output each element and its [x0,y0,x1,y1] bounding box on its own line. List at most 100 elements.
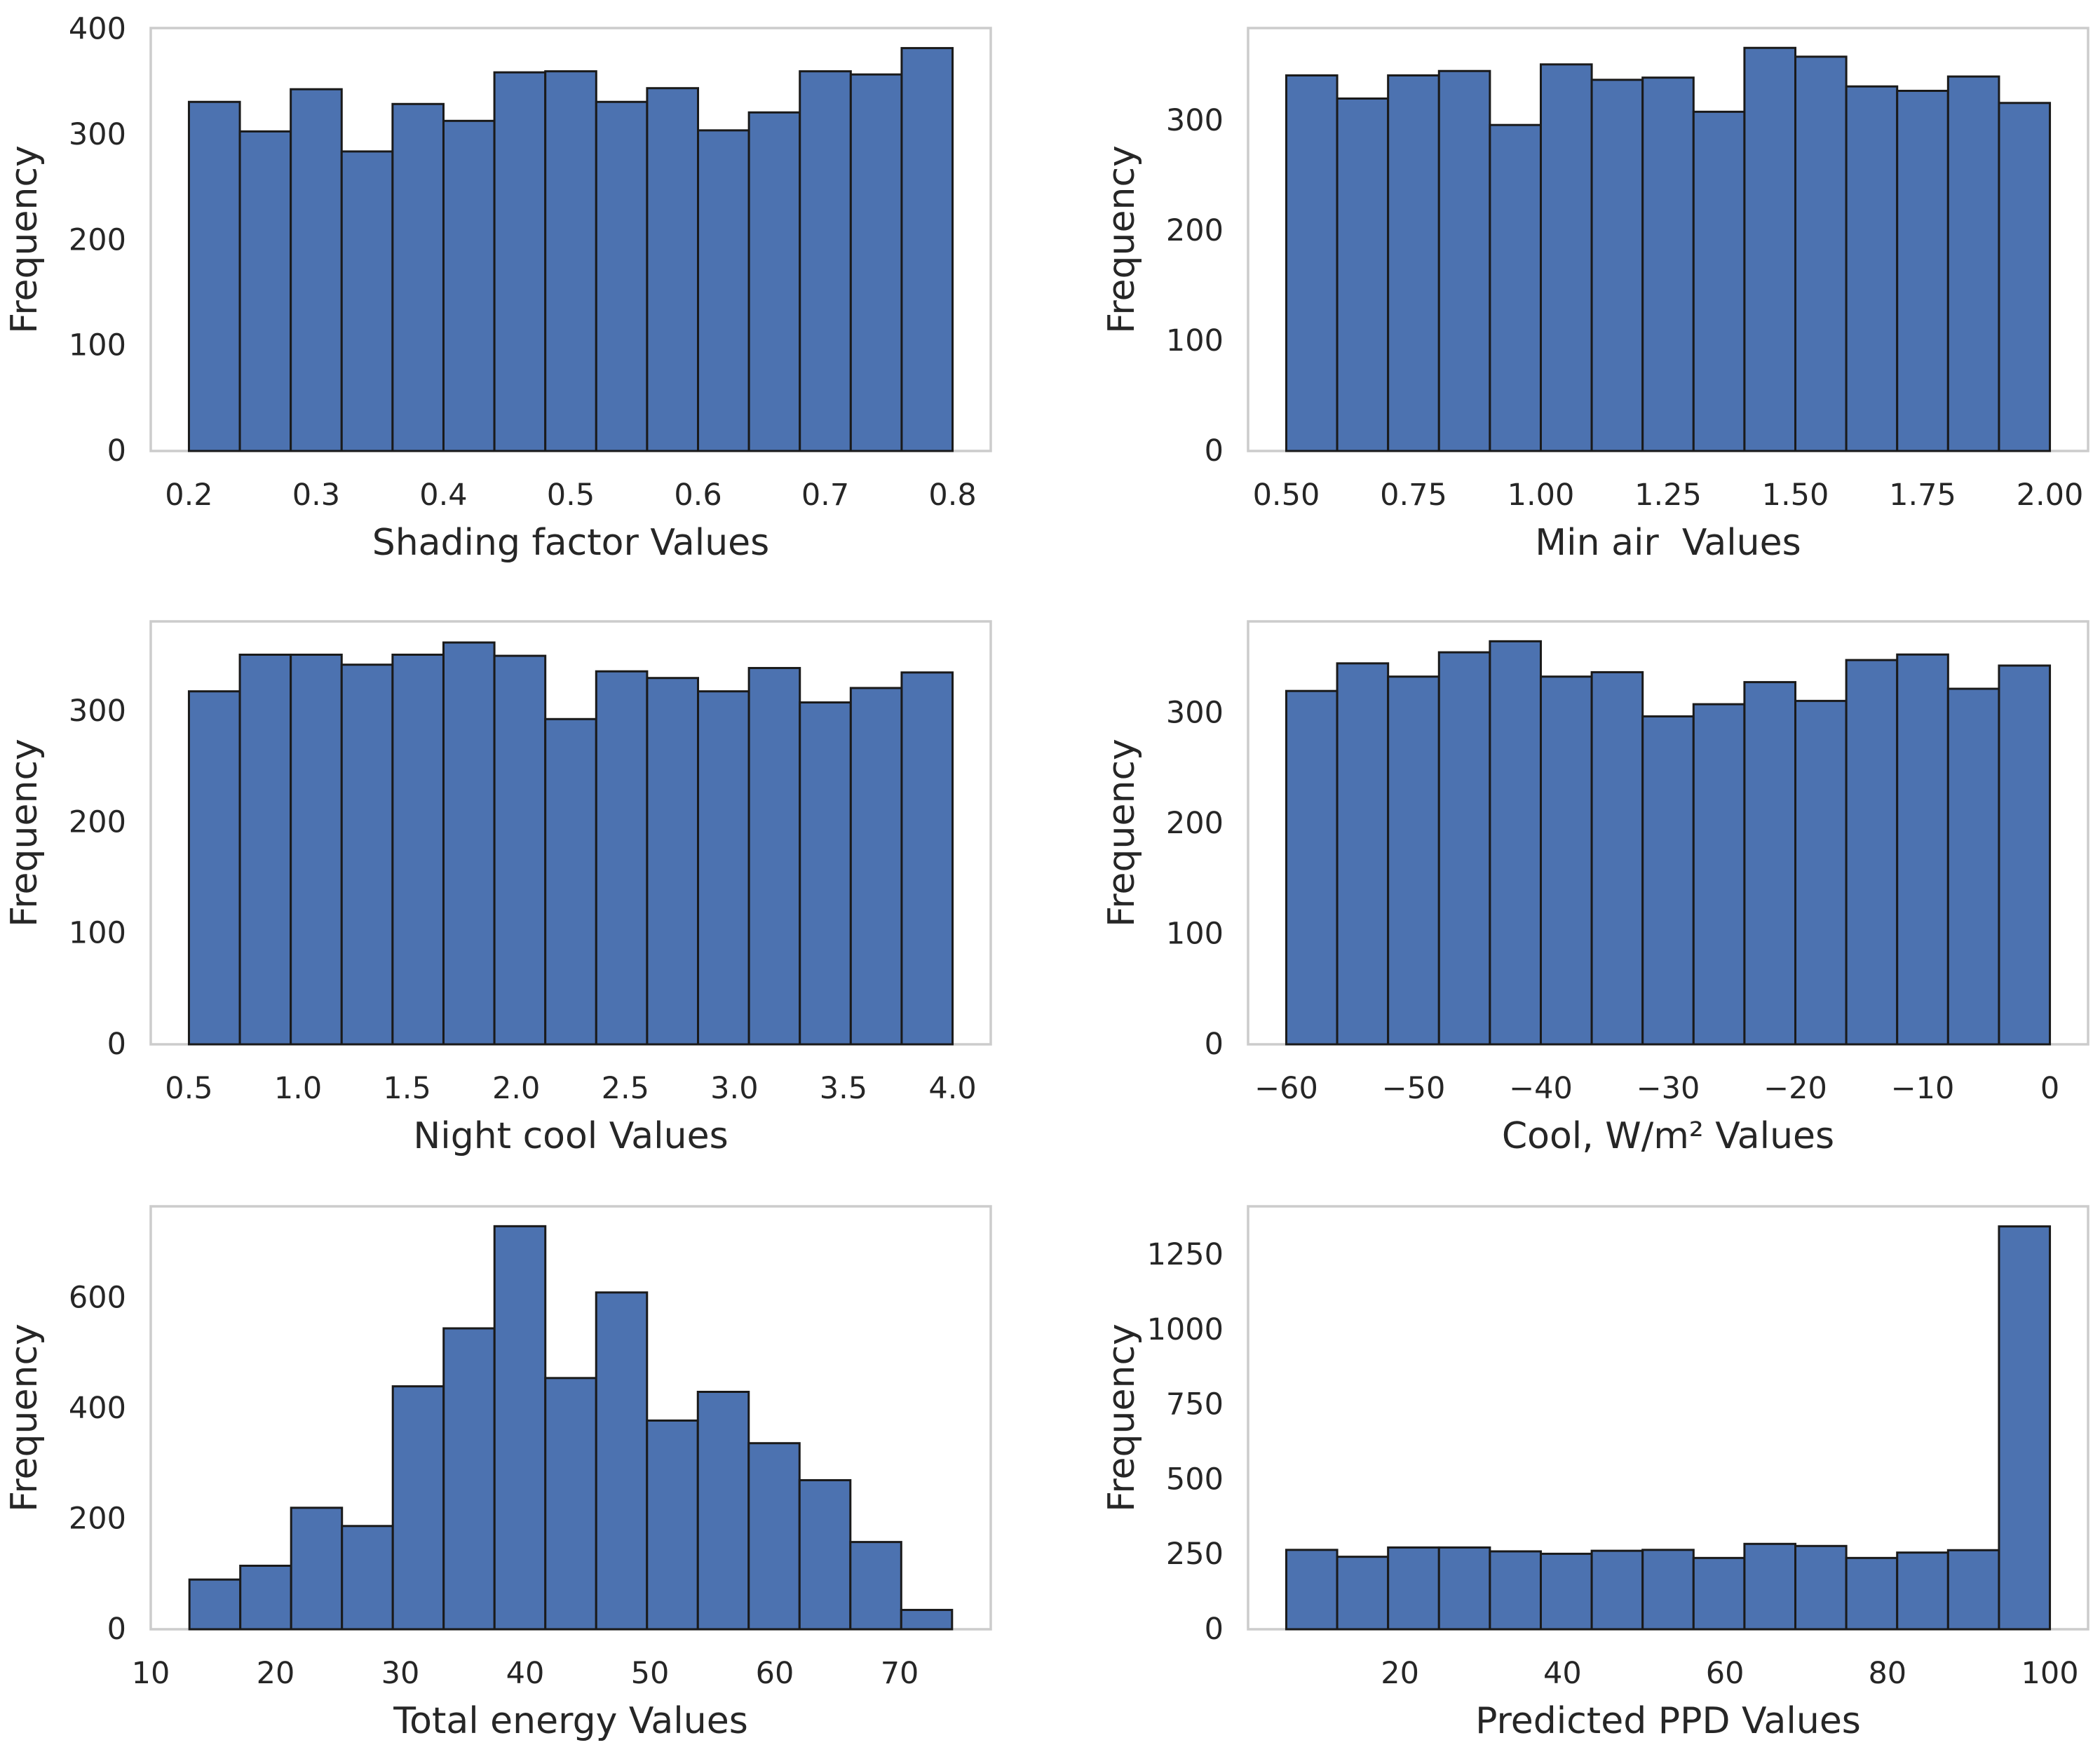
y-tick-label: 100 [69,328,126,363]
histogram-bar [1387,1546,1440,1631]
histogram-bar [849,73,903,452]
x-axis-label: Shading factor Values [372,522,770,564]
histogram-bar [238,653,292,1046]
x-tick-label: 3.0 [710,1071,758,1106]
y-tick-label: 1250 [1147,1237,1224,1272]
x-tick-label: 1.75 [1889,478,1956,513]
histogram-bar [391,102,445,452]
histogram-bar [595,1291,649,1631]
x-tick-label: 1.00 [1508,478,1575,513]
histogram-night-cool: 0 100 200 300 0.5 1.0 1.5 2.0 2.5 3.0 3.5 4.0 Night … [0,593,1050,1178]
x-tick-label: −20 [1763,1071,1827,1106]
y-axis-label: Frequency [1101,1323,1143,1512]
histogram-bar [1946,687,2000,1046]
x-tick-label: −50 [1382,1071,1446,1106]
histogram-bar [1590,670,1644,1046]
histogram-bar [1896,1551,1949,1631]
y-tick-label: 0 [1205,433,1224,469]
histogram-bar [1998,102,2052,452]
y-tick-label: 0 [107,1027,126,1062]
histogram-bar [391,1385,445,1631]
histogram-bar [646,677,700,1046]
x-tick-label: 2.0 [492,1071,540,1106]
x-tick-label: −30 [1637,1071,1700,1106]
histogram-bar [188,1578,242,1631]
histogram-bar [442,1327,496,1631]
histogram-bar [1539,675,1593,1046]
histogram-min-air: 0 100 200 300 0.50 0.75 1.00 1.25 1.50 1.75 2.00 Mi… [1050,0,2100,593]
histogram-bar [900,1608,954,1631]
histogram-bar [1285,689,1339,1046]
histogram-bar [544,1377,597,1631]
histogram-bar [799,701,852,1046]
x-tick-label: 80 [1868,1656,1906,1691]
histogram-bar [1387,675,1440,1046]
x-tick-label: 0.3 [292,478,340,513]
histogram-bar [1387,74,1440,452]
y-tick-label: 100 [1166,323,1224,358]
histogram-bar [1489,640,1542,1046]
histogram-bar [747,666,801,1046]
x-tick-label: 0.5 [165,1071,212,1106]
y-tick-label: 0 [107,433,126,469]
histogram-svg: 0 100 200 300 −60 −50 −40 −30 −20 −10 0 Cool, W/m² … [1101,620,2089,1157]
histogram-bar [595,670,649,1046]
x-tick-label: 1.25 [1634,478,1702,513]
histogram-bar [340,663,394,1046]
histogram-total-energy: 0 200 400 600 10 20 30 40 50 60 70 Total energy Val… [0,1178,1050,1756]
y-tick-label: 0 [107,1612,126,1647]
y-tick-label: 400 [69,1391,126,1426]
x-tick-label: 100 [2021,1656,2079,1691]
histogram-bar [1641,715,1695,1046]
histogram-bar [900,47,954,452]
histogram-bar [1692,1556,1746,1631]
x-tick-label: 60 [1706,1656,1745,1691]
x-tick-label: 0.5 [547,478,595,513]
y-tick-label: 200 [1166,806,1224,841]
histogram-bar [544,70,597,452]
histogram-bar [1845,1556,1899,1631]
histogram-bar [697,129,750,452]
y-tick-label: 600 [69,1281,126,1316]
histogram-bar [1336,97,1390,452]
histogram-bar [1692,110,1746,452]
x-tick-label: 1.5 [383,1071,431,1106]
y-tick-label: 500 [1166,1462,1224,1497]
y-tick-label: 0 [1205,1027,1224,1062]
x-tick-label: −10 [1891,1071,1955,1106]
histogram-bar [1692,703,1746,1046]
x-tick-label: 1.0 [274,1071,322,1106]
y-tick-label: 100 [69,916,126,951]
histogram-svg: 0 100 200 300 0.50 0.75 1.00 1.25 1.50 1.75 2.00 Mi… [1101,27,2089,564]
histogram-svg: 0 100 200 300 0.5 1.0 1.5 2.0 2.5 3.0 3.5 4.0 Night … [4,620,992,1157]
x-axis-label: Total energy Values [393,1700,748,1742]
histogram-bar [1336,662,1390,1046]
histogram-bar [1437,651,1491,1046]
x-tick-label: 0.6 [674,478,722,513]
histogram-bar [1743,681,1797,1046]
x-tick-label: 2.00 [2017,478,2084,513]
x-tick-label: 60 [756,1656,794,1691]
y-tick-label: 300 [69,694,126,729]
histogram-bar [1285,1549,1339,1631]
y-tick-label: 250 [1166,1537,1224,1572]
histogram-bar [1590,1549,1644,1631]
histogram-predicted-ppd: 0 250 500 750 1000 1250 20 40 60 80 100 Predicted P… [1050,1178,2100,1756]
y-tick-label: 200 [69,804,126,840]
histogram-bar [341,1525,394,1631]
histogram-bar [1336,1556,1390,1631]
histogram-bar [696,1391,750,1631]
histogram-shading-factor: 0 100 200 300 400 0.2 0.3 0.4 0.5 0.6 0.7 0.8 Shadin… [0,0,1050,593]
histogram-svg: 0 200 400 600 10 20 30 40 50 60 70 Total energy Val… [4,1205,992,1742]
histogram-bar [1641,1549,1695,1631]
x-axis-label: Predicted PPD Values [1475,1700,1861,1742]
histogram-bar [646,87,700,452]
y-tick-label: 0 [1205,1612,1224,1647]
histogram-bar [1539,1552,1593,1631]
histogram-svg: 0 100 200 300 400 0.2 0.3 0.4 0.5 0.6 0.7 0.8 Shadin… [4,12,992,564]
histogram-bar [493,654,547,1046]
histogram-bar [697,690,750,1046]
histogram-bar [1946,1549,2000,1631]
histogram-bar [1590,79,1644,452]
